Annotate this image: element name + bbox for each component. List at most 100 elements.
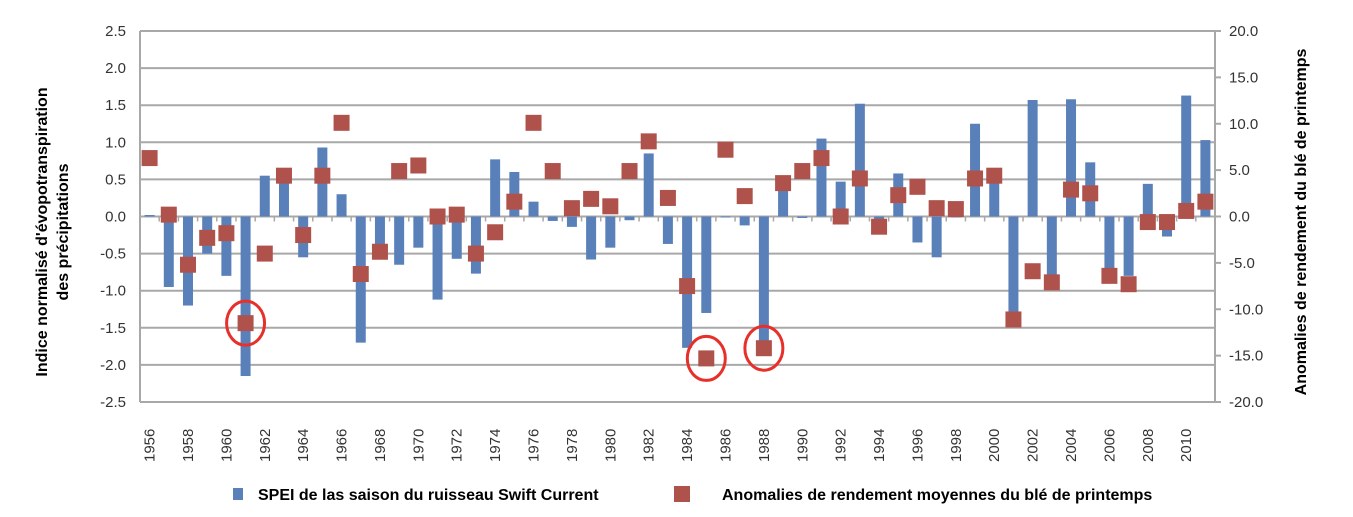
spei-bar-2002	[1027, 100, 1038, 217]
yield-marker-2004	[1063, 181, 1080, 198]
x-tick-label: 2002	[1025, 429, 1042, 462]
x-tick-label: 1986	[717, 429, 734, 462]
yield-marker-1959	[199, 229, 216, 246]
spei-bar-1989	[778, 183, 789, 217]
spei-bar-1970	[413, 216, 424, 248]
left-tick-label: 2.0	[105, 60, 126, 77]
x-tick-label: 1972	[449, 429, 466, 462]
yield-marker-1967	[352, 266, 369, 283]
yield-marker-1976	[525, 114, 542, 131]
spei-bar-1977	[547, 216, 558, 221]
right-tick-label: 10.0	[1229, 116, 1258, 133]
spei-bar-1969	[394, 216, 405, 265]
right-tick-label: -15.0	[1229, 348, 1263, 365]
yield-marker-1993	[851, 170, 868, 187]
x-tick-label: 1956	[142, 429, 159, 462]
left-tick-label: -0.5	[100, 246, 126, 263]
yield-marker-1989	[775, 175, 792, 192]
spei-bar-1968	[374, 216, 385, 254]
spei-bar-1966	[336, 194, 347, 217]
legend-bar-label: SPEI de las saison du ruisseau Swift Cur…	[258, 487, 599, 504]
spei-bar-1985	[701, 216, 712, 313]
right-tick-label: 20.0	[1229, 23, 1258, 40]
yield-marker-1995	[890, 187, 907, 204]
spei-bar-2004	[1066, 99, 1077, 217]
yield-marker-2000	[986, 167, 1003, 184]
yield-marker-2007	[1120, 276, 1137, 293]
yield-marker-1985	[698, 350, 715, 367]
x-tick-label: 1994	[871, 429, 888, 462]
yield-marker-1974	[487, 224, 504, 241]
spei-bar-1988	[758, 216, 769, 342]
yield-marker-2001	[1005, 311, 1022, 328]
yield-marker-1970	[410, 157, 427, 174]
x-tick-label: 2004	[1063, 429, 1080, 462]
spei-bar-2000	[989, 175, 1000, 217]
yield-marker-1973	[467, 245, 484, 262]
spei-bar-1996	[912, 216, 923, 243]
x-tick-label: 1990	[794, 429, 811, 462]
left-tick-label: -2.0	[100, 357, 126, 374]
spei-bar-1956	[144, 215, 155, 217]
yield-marker-1972	[448, 206, 465, 223]
left-tick-label: 0.0	[105, 209, 126, 226]
x-tick-label: 1996	[909, 429, 926, 462]
yield-marker-1971	[429, 208, 446, 225]
axes: 2.5 2.0 1.5 1.0 0.5 0.0 -0.5 -1.0 -1.5 -2.0 -2.5 20…	[100, 23, 1263, 462]
yield-marker-1965	[314, 167, 331, 184]
spei-bar-2010	[1181, 95, 1192, 217]
right-tick-label: -10.0	[1229, 301, 1263, 318]
x-tick-label: 1960	[218, 429, 235, 462]
spei-bar-1963	[278, 179, 289, 217]
right-tick-label: 15.0	[1229, 69, 1258, 86]
spei-bar-2006	[1104, 216, 1115, 271]
yield-marker-2006	[1101, 267, 1118, 284]
spei-bar-1957	[163, 216, 174, 287]
highlight-circle-1988	[743, 324, 785, 372]
spei-bar-1986	[720, 216, 731, 218]
yield-marker-1988	[755, 340, 772, 357]
spei-bar-1980	[605, 216, 616, 248]
x-tick-label: 1962	[257, 429, 274, 462]
yield-marker-2008	[1139, 214, 1156, 231]
x-tick-label: 1976	[526, 429, 543, 462]
spei-bar-1982	[643, 153, 654, 217]
yield-marker-2010	[1178, 202, 1195, 219]
legend-marker-swatch	[674, 486, 690, 502]
yield-marker-2005	[1082, 185, 1099, 202]
x-tick-label: 1992	[833, 429, 850, 462]
spei-bar-1960	[221, 216, 232, 276]
spei-bar-1997	[931, 216, 942, 258]
spei-bar-1983	[662, 216, 673, 244]
yield-marker-1986	[717, 141, 734, 158]
yield-marker-2003	[1043, 274, 1060, 291]
left-tick-label: -1.0	[100, 283, 126, 300]
x-tick-label: 1998	[948, 429, 965, 462]
yield-marker-1990	[794, 163, 811, 180]
yield-marker-1983	[659, 189, 676, 206]
yield-marker-1975	[506, 193, 523, 210]
yield-marker-1996	[909, 178, 926, 195]
left-axis-label-line1: Indice normalisé d'évopotranspiration	[34, 87, 51, 376]
highlight-circle-1961	[225, 299, 267, 347]
x-tick-label: 1964	[295, 429, 312, 462]
x-tick-label: 1984	[679, 429, 696, 462]
yield-marker-1969	[391, 163, 408, 180]
yield-marker-1980	[602, 198, 619, 215]
right-tick-label: 5.0	[1229, 162, 1250, 179]
x-tick-label: 1982	[641, 429, 658, 462]
x-tick-label: 2010	[1178, 429, 1195, 462]
left-tick-label: 1.0	[105, 134, 126, 151]
left-axis-label-line2: des précipitations	[55, 163, 72, 300]
yield-marker-1998	[947, 201, 964, 218]
right-tick-label: 0.0	[1229, 209, 1250, 226]
yield-marker-1999	[967, 170, 984, 187]
yield-marker-2011	[1197, 193, 1214, 210]
legend-bar-swatch	[233, 488, 243, 500]
yield-marker-2009	[1159, 214, 1176, 231]
spei-bar-1974	[490, 159, 501, 217]
spei-bar-1978	[566, 216, 577, 227]
spei-bar-1961	[240, 216, 251, 377]
yield-markers	[141, 114, 1214, 367]
